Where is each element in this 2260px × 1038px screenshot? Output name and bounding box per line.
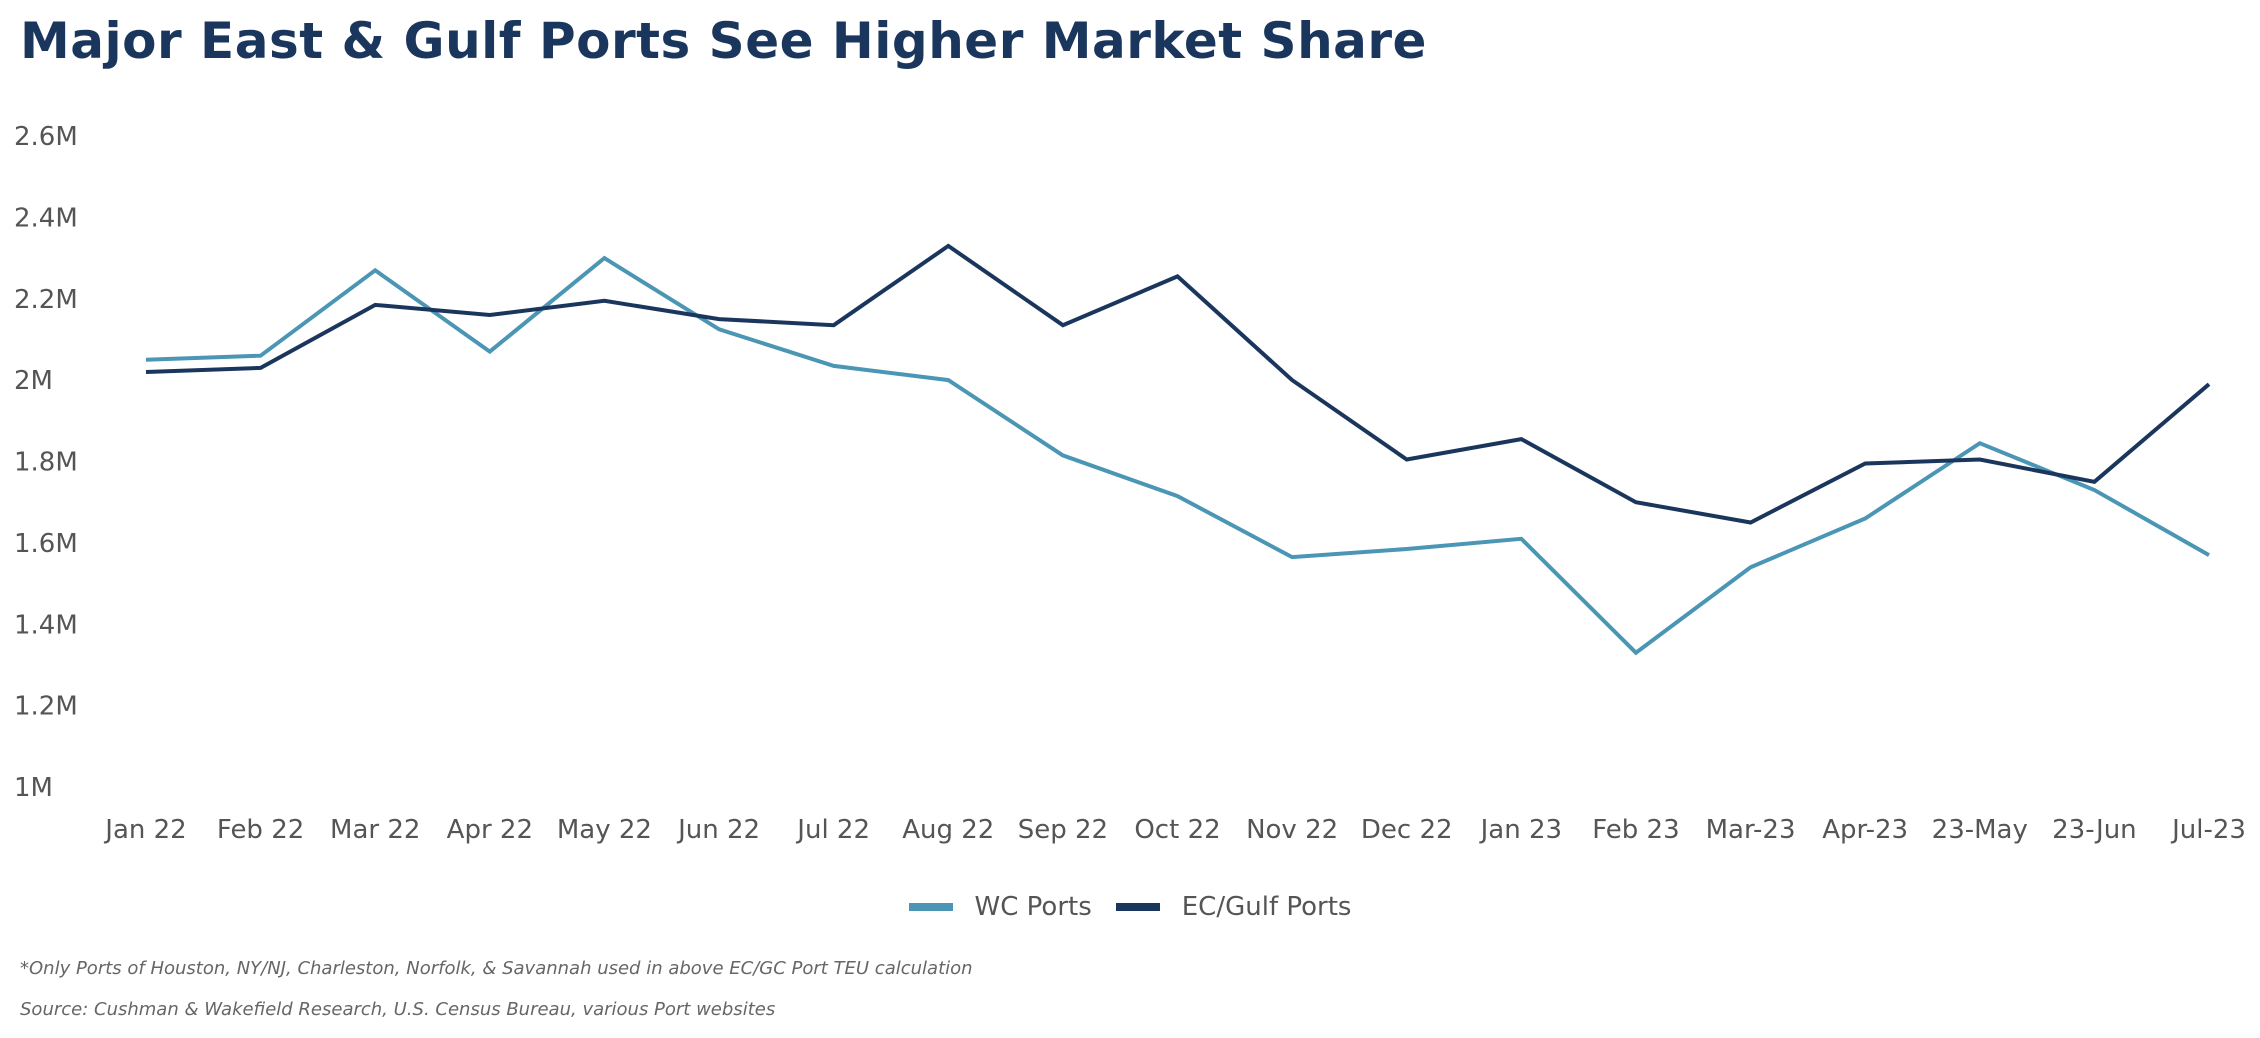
series-line [145, 243, 2211, 525]
y-tick-label: 2M [14, 366, 53, 396]
x-tick-label: Jul-23 [2170, 815, 2246, 845]
footnote-source: Source: Cushman & Wakefield Research, U.… [20, 999, 776, 1020]
y-tick-label: 2.6M [14, 122, 78, 152]
x-tick-label: May 22 [557, 815, 652, 845]
y-tick-label: 1.2M [14, 692, 78, 722]
line-chart: 1M 1.2M 1.4M 1.6M 1.8M 2M 2.2M 2.4M 2.6M Jan 22 F… [14, 122, 2246, 845]
legend-label-wc-ports: WC Ports [974, 892, 1092, 922]
series-wc-ports [145, 255, 2210, 656]
y-tick-label: 1.6M [14, 529, 78, 559]
x-tick-label: Dec 22 [1361, 815, 1453, 845]
x-tick-label: Jan 23 [1479, 815, 1562, 845]
y-tick-label: 1.8M [14, 448, 78, 478]
series-ec-gulf-ports [145, 243, 2211, 525]
x-tick-label: Jul 22 [795, 815, 870, 845]
x-tick-label: Feb 23 [1592, 815, 1679, 845]
x-tick-label: Nov 22 [1246, 815, 1338, 845]
x-tick-label: Feb 22 [217, 815, 304, 845]
y-tick-label: 2.4M [14, 203, 78, 233]
legend-swatch-ec-gulf-ports [1115, 903, 1160, 911]
y-axis: 1M 1.2M 1.4M 1.6M 1.8M 2M 2.2M 2.4M 2.6M [14, 122, 78, 803]
x-tick-label: 23-May [1932, 815, 2028, 845]
legend: WC Ports EC/Gulf Ports [0, 892, 2260, 922]
x-tick-label: Mar-23 [1706, 815, 1796, 845]
x-axis: Jan 22 Feb 22 Mar 22 Apr 22 May 22 Jun 22 Jul … [103, 815, 2246, 845]
x-tick-label: Oct 22 [1134, 815, 1220, 845]
legend-swatch-wc-ports [908, 903, 953, 911]
legend-item-wc-ports: WC Ports [908, 892, 1092, 922]
x-tick-label: Sep 22 [1018, 815, 1108, 845]
series-lines [145, 243, 2211, 656]
y-tick-label: 1.4M [14, 610, 78, 640]
series-line [145, 255, 2210, 656]
x-tick-label: Aug 22 [902, 815, 994, 845]
x-tick-label: Apr-23 [1822, 815, 1908, 845]
chart-title: Major East & Gulf Ports See Higher Marke… [20, 12, 1427, 70]
x-tick-label: Mar 22 [330, 815, 420, 845]
footnote-note: *Only Ports of Houston, NY/NJ, Charlesto… [20, 958, 973, 979]
x-tick-label: Jun 22 [676, 815, 760, 845]
x-tick-label: Jan 22 [103, 815, 186, 845]
y-tick-label: 2.2M [14, 285, 78, 315]
legend-label-ec-gulf-ports: EC/Gulf Ports [1181, 892, 1352, 922]
x-tick-label: 23-Jun [2052, 815, 2137, 845]
legend-item-ec-gulf-ports: EC/Gulf Ports [1115, 892, 1352, 922]
y-tick-label: 1M [14, 773, 53, 803]
x-tick-label: Apr 22 [447, 815, 533, 845]
